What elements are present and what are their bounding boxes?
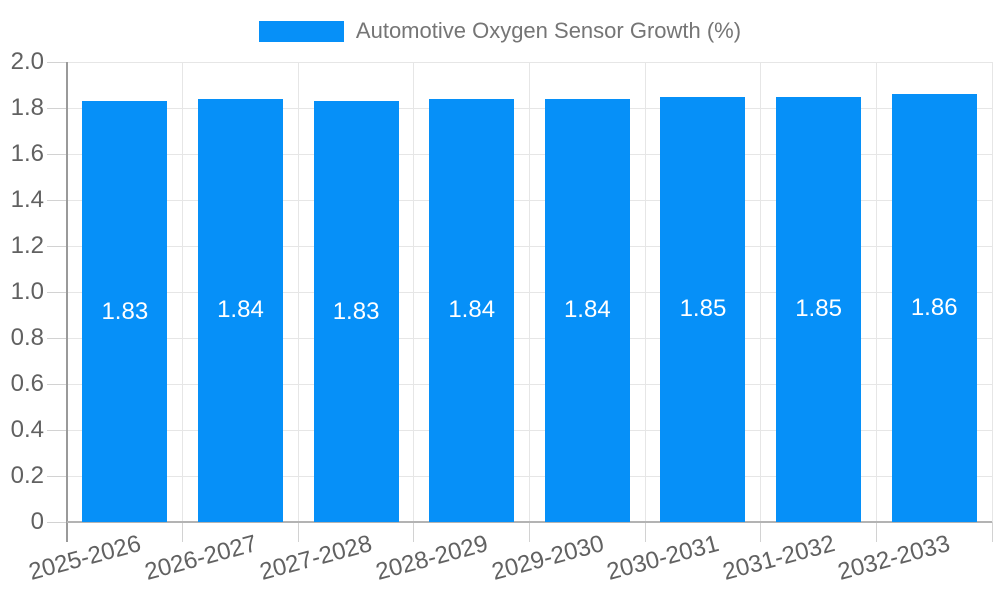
x-gridline [297,62,299,522]
y-tick [47,337,67,339]
x-axis-line [67,521,992,523]
x-gridline [182,62,184,522]
y-tick [47,429,67,431]
bar[interactable] [82,101,168,522]
bar[interactable] [891,94,977,522]
y-tick [47,199,67,201]
x-gridline [991,62,993,522]
y-tick-label: 0.4 [10,416,44,443]
x-tick-label: 2032-2033 [835,530,954,586]
bar-value-label: 1.86 [910,294,958,322]
bar[interactable] [429,98,515,522]
legend-label: Automotive Oxygen Sensor Growth (%) [355,18,742,43]
y-tick [47,291,67,293]
bar-value-label: 1.84 [448,296,496,324]
y-tick-label: 2.0 [10,48,44,75]
bar-value-label: 1.85 [679,295,727,323]
x-tick [991,522,993,542]
y-tick [47,521,67,523]
y-tick [47,153,67,155]
y-tick [47,245,67,247]
x-tick [644,522,646,542]
legend[interactable]: Automotive Oxygen Sensor Growth (%) [0,18,1000,44]
x-tick-label: 2028-2029 [372,530,491,586]
bar-value-label: 1.83 [332,297,380,325]
x-tick [760,522,762,542]
bar-value-label: 1.84 [217,296,264,324]
bar[interactable] [544,98,630,522]
bar[interactable] [660,96,746,522]
y-tick [47,61,67,63]
x-tick [297,522,299,542]
y-tick-label: 0.8 [10,324,44,351]
bar-value-label: 1.83 [101,297,149,325]
y-tick-label: 0.6 [10,370,44,397]
bar[interactable] [776,96,862,522]
x-tick-label: 2025-2026 [25,530,144,586]
y-axis-line [66,62,68,542]
bar-value-label: 1.84 [563,296,611,324]
y-tick [47,475,67,477]
x-gridline [760,62,762,522]
y-tick-label: 1.4 [10,186,44,213]
x-tick-label: 2027-2028 [257,530,376,586]
y-tick-label: 1.0 [10,278,44,305]
bar-value-label: 1.85 [795,295,842,323]
x-tick [529,522,530,542]
x-tick-label: 2030-2031 [604,530,722,586]
x-tick-label: 2029-2030 [488,530,607,586]
y-tick-label: 1.2 [10,232,44,259]
y-tick-label: 1.8 [10,94,44,121]
legend-swatch [258,20,344,42]
y-tick-label: 0 [30,508,44,535]
x-tick-label: 2031-2032 [719,530,838,586]
x-gridline [644,62,646,522]
x-gridline [413,62,415,522]
bar[interactable] [313,101,399,522]
y-tick-label: 0.2 [10,462,44,489]
x-tick [182,522,184,542]
y-tick [47,107,67,109]
x-tick-label: 2026-2027 [141,530,260,586]
y-tick [47,383,67,385]
x-gridline [529,62,530,522]
x-gridline [875,62,877,522]
y-tick-label: 1.6 [10,140,44,167]
x-tick [413,522,415,542]
bar[interactable] [197,98,283,522]
x-tick [875,522,877,542]
